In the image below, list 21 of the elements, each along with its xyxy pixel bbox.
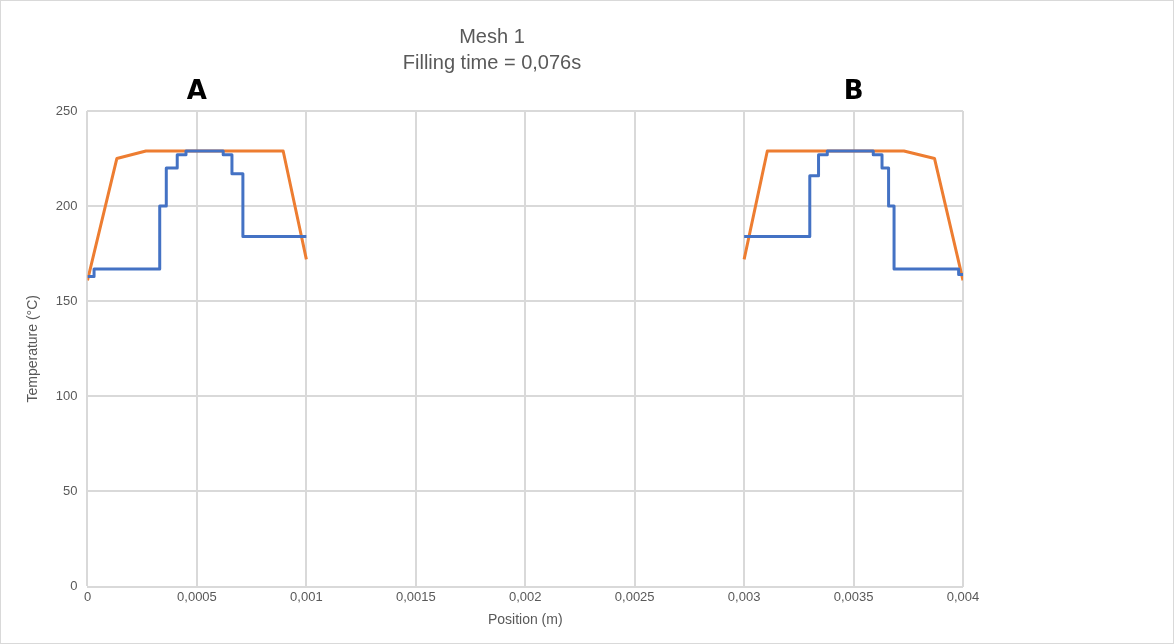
x-tick-label: 0,004 (946, 588, 980, 604)
y-axis-title: Temperature (°C) (24, 295, 41, 403)
x-tick-label: 0,0025 (614, 588, 655, 604)
x-tick-label: 0 (83, 588, 92, 604)
y-tick-label: 250 (55, 102, 78, 118)
x-tick-label: 0,0015 (395, 588, 436, 604)
x-tick-label: 0,003 (727, 588, 761, 604)
x-tick-label: 0,0005 (177, 588, 217, 604)
x-axis-title: Position (m) (487, 611, 563, 628)
y-tick-label: 50 (63, 483, 78, 499)
y-tick-label: 150 (55, 292, 78, 308)
text: A (186, 75, 207, 105)
x-tick-label: 0,001 (290, 588, 323, 604)
chart-subtitle: Filling time = 0,076s (402, 50, 582, 73)
y-tick-label: 200 (55, 197, 78, 213)
text: B (843, 75, 864, 105)
x-tick-label: 0,002 (508, 588, 542, 604)
y-tick-label: 100 (55, 387, 78, 403)
chart-title: Mesh 1 (459, 24, 525, 47)
x-tick-label: 0,0035 (833, 588, 874, 604)
y-tick-label: 0 (70, 578, 78, 594)
